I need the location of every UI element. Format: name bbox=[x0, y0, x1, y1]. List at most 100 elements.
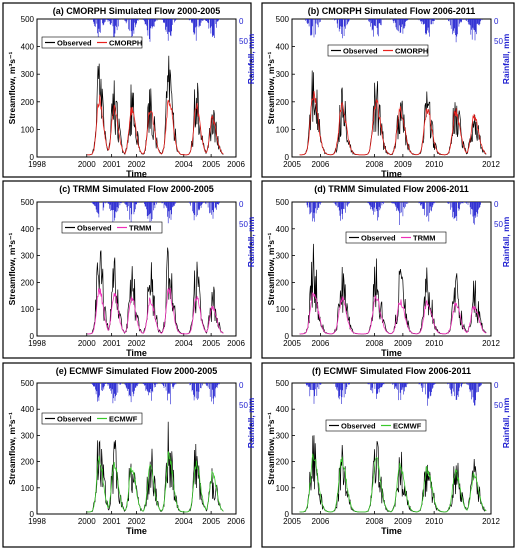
x-tick-label: 2010 bbox=[425, 160, 443, 169]
legend-box bbox=[327, 44, 429, 57]
y2-tick-label: 50 bbox=[494, 37, 503, 46]
y-tick-label: 200 bbox=[21, 278, 35, 287]
y-tick-label: 0 bbox=[30, 153, 35, 162]
x-axis-label: Time bbox=[381, 169, 402, 179]
x-tick-label: 2006 bbox=[227, 339, 245, 348]
x-tick-label: 2008 bbox=[366, 517, 384, 526]
y-tick-label: 200 bbox=[276, 458, 290, 467]
y-axis-label: Streamflow, m³s⁻¹ bbox=[266, 233, 276, 306]
simulated-series bbox=[299, 90, 487, 156]
legend: Observed TRMM bbox=[61, 221, 163, 234]
x-tick-label: 2005 bbox=[283, 339, 301, 348]
simulated-series bbox=[87, 451, 224, 513]
chart-title: (c) TRMM Simulated Flow 2000-2005 bbox=[59, 184, 214, 194]
y-tick-label: 500 bbox=[276, 379, 290, 388]
legend-label-observed: Observed bbox=[341, 421, 376, 430]
y-tick-label: 300 bbox=[21, 252, 35, 261]
y-tick-label: 0 bbox=[30, 332, 35, 341]
y-tick-label: 0 bbox=[285, 153, 290, 162]
rainfall-series bbox=[91, 202, 220, 224]
chart-title: (a) CMORPH Simulated Flow 2000-2005 bbox=[53, 6, 221, 16]
legend-box bbox=[345, 231, 447, 244]
x-axis-label: Time bbox=[126, 526, 147, 536]
chart-title: (e) ECMWF Simulated Flow 2000-2005 bbox=[56, 366, 218, 376]
y2-axis-label: Rainfall, mm bbox=[246, 216, 256, 267]
x-tick-label: 2012 bbox=[482, 517, 500, 526]
x-tick-label: 2005 bbox=[283, 517, 301, 526]
y-tick-label: 300 bbox=[21, 431, 35, 440]
chart-panel-5: (e) ECMWF Simulated Flow 2000-2005 0 100 20… bbox=[2, 362, 256, 548]
simulated-series bbox=[299, 291, 487, 335]
chart-title: (d) TRMM Simulated Flow 2006-2011 bbox=[314, 184, 469, 194]
x-tick-label: 2008 bbox=[366, 339, 384, 348]
x-tick-label: 2005 bbox=[283, 160, 301, 169]
legend: Observed ECMWF bbox=[41, 412, 143, 425]
y-tick-label: 100 bbox=[21, 305, 35, 314]
x-tick-label: 2012 bbox=[482, 339, 500, 348]
panel-frame bbox=[261, 362, 515, 548]
x-tick-label: 2006 bbox=[312, 517, 330, 526]
legend-label-simulated: ECMWF bbox=[393, 421, 422, 430]
rainfall-series bbox=[305, 202, 481, 225]
y2-axis-label: Rainfall, mm bbox=[501, 33, 511, 84]
x-axis-label: Time bbox=[126, 348, 147, 358]
y-tick-label: 200 bbox=[21, 458, 35, 467]
y2-axis-label: Rainfall, mm bbox=[246, 33, 256, 84]
legend-label-simulated: CMORPH bbox=[395, 46, 428, 55]
x-tick-label: 2006 bbox=[227, 160, 245, 169]
x-tick-label: 2009 bbox=[394, 339, 412, 348]
rainfall-series bbox=[305, 19, 483, 43]
x-tick-label: 2004 bbox=[175, 160, 193, 169]
simulated-series bbox=[87, 287, 224, 335]
y-tick-label: 100 bbox=[276, 484, 290, 493]
y2-tick-label: 0 bbox=[494, 381, 499, 390]
legend: Observed ECMWF bbox=[325, 419, 427, 432]
x-tick-label: 2005 bbox=[202, 339, 220, 348]
y2-tick-label: 50 bbox=[239, 401, 248, 410]
chart-panel-3: (c) TRMM Simulated Flow 2000-2005 0 100 200… bbox=[2, 180, 256, 359]
y-tick-label: 300 bbox=[276, 70, 290, 79]
legend-label-simulated: TRMM bbox=[129, 223, 152, 232]
y-tick-label: 400 bbox=[21, 43, 35, 52]
y-tick-label: 200 bbox=[276, 98, 290, 107]
y-tick-label: 200 bbox=[21, 98, 35, 107]
x-tick-label: 1998 bbox=[28, 517, 46, 526]
y-tick-label: 100 bbox=[276, 305, 290, 314]
y-axis-label: Streamflow, m³s⁻¹ bbox=[266, 412, 276, 485]
x-tick-label: 2006 bbox=[312, 339, 330, 348]
y-axis-label: Streamflow, m³s⁻¹ bbox=[7, 412, 17, 485]
y-tick-label: 100 bbox=[21, 125, 35, 134]
legend-label-observed: Observed bbox=[361, 233, 396, 242]
y2-axis-label: Rainfall, mm bbox=[246, 397, 256, 448]
x-tick-label: 2009 bbox=[394, 160, 412, 169]
x-axis-label: Time bbox=[381, 526, 402, 536]
y-axis-label: Streamflow, m³s⁻¹ bbox=[266, 52, 276, 125]
x-tick-label: 2010 bbox=[425, 517, 443, 526]
rainfall-series bbox=[91, 383, 220, 405]
y-axis-label: Streamflow, m³s⁻¹ bbox=[7, 233, 17, 306]
panel-frame bbox=[2, 362, 252, 548]
chart-title: (b) CMORPH Simulated Flow 2006-2011 bbox=[308, 6, 476, 16]
x-tick-label: 2001 bbox=[103, 160, 121, 169]
y-tick-label: 400 bbox=[276, 405, 290, 414]
chart-panel-2: (b) CMORPH Simulated Flow 2006-2011 0 100 2… bbox=[261, 2, 515, 179]
y2-tick-label: 50 bbox=[239, 37, 248, 46]
legend-label-simulated: CMORPH bbox=[109, 38, 142, 47]
x-tick-label: 2006 bbox=[227, 517, 245, 526]
y-tick-label: 100 bbox=[276, 125, 290, 134]
y-tick-label: 400 bbox=[276, 43, 290, 52]
y2-axis-label: Rainfall, mm bbox=[501, 216, 511, 267]
simulated-series bbox=[87, 94, 224, 156]
y-tick-label: 500 bbox=[21, 198, 35, 207]
legend-label-observed: Observed bbox=[57, 414, 92, 423]
y-tick-label: 0 bbox=[285, 332, 290, 341]
y-tick-label: 0 bbox=[285, 510, 290, 519]
chart-panel-4: (d) TRMM Simulated Flow 2006-2011 0 100 200… bbox=[261, 180, 515, 359]
y-tick-label: 400 bbox=[21, 225, 35, 234]
chart-panel-6: (f) ECMWF Simulated Flow 2006-2011 0 100 20… bbox=[261, 362, 515, 548]
legend-box bbox=[41, 36, 143, 49]
rainfall-series bbox=[305, 383, 483, 406]
x-tick-label: 1998 bbox=[28, 160, 46, 169]
legend: Observed CMORPH bbox=[327, 44, 429, 57]
